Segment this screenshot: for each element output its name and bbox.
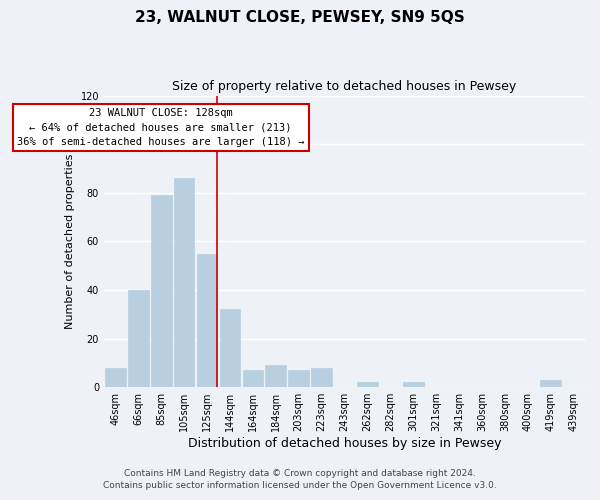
Bar [311,368,332,387]
Bar [151,195,172,387]
Bar [265,366,286,387]
Bar [105,368,126,387]
Text: Contains HM Land Registry data © Crown copyright and database right 2024.
Contai: Contains HM Land Registry data © Crown c… [103,468,497,490]
Bar [541,380,561,387]
Bar [357,382,377,387]
Bar [403,382,424,387]
X-axis label: Distribution of detached houses by size in Pewsey: Distribution of detached houses by size … [188,437,501,450]
Text: 23 WALNUT CLOSE: 128sqm
← 64% of detached houses are smaller (213)
36% of semi-d: 23 WALNUT CLOSE: 128sqm ← 64% of detache… [17,108,304,148]
Bar [220,310,240,387]
Title: Size of property relative to detached houses in Pewsey: Size of property relative to detached ho… [172,80,517,93]
Bar [128,290,149,387]
Bar [289,370,309,387]
Text: 23, WALNUT CLOSE, PEWSEY, SN9 5QS: 23, WALNUT CLOSE, PEWSEY, SN9 5QS [135,10,465,25]
Bar [242,370,263,387]
Bar [197,254,217,387]
Bar [174,178,194,387]
Y-axis label: Number of detached properties: Number of detached properties [65,154,75,329]
